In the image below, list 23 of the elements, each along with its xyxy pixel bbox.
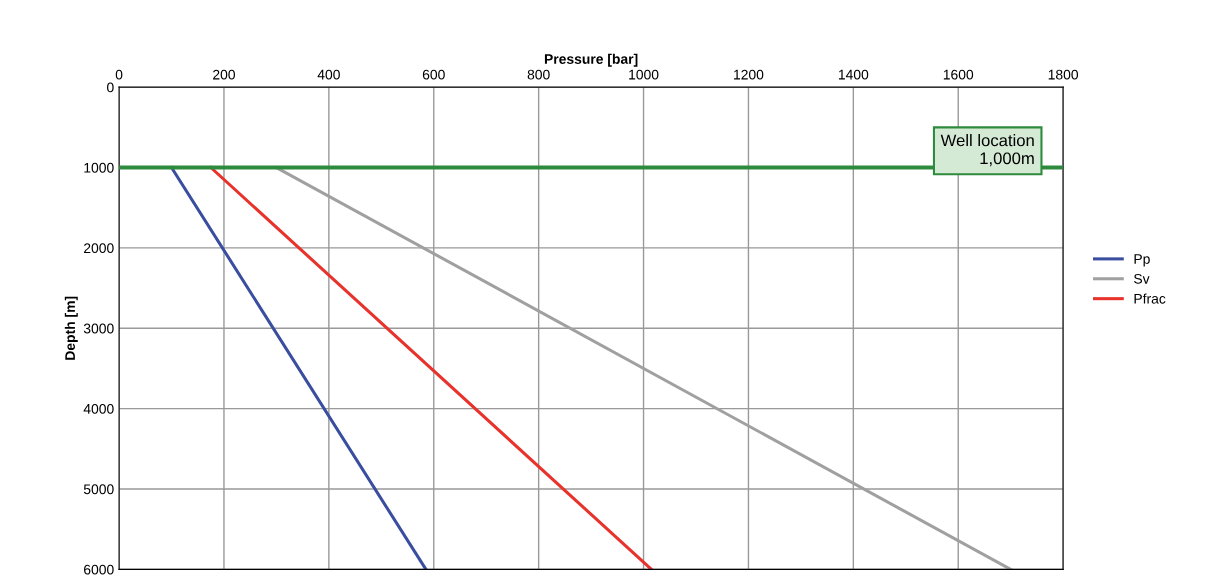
y-tick-label: 2000 bbox=[84, 243, 114, 254]
x-tick-label: 600 bbox=[422, 69, 445, 80]
x-tick-label: 1200 bbox=[734, 69, 764, 80]
legend-label: Pp bbox=[1134, 254, 1150, 267]
x-tick-label: 1400 bbox=[838, 69, 869, 80]
y-tick-label: 0 bbox=[107, 82, 114, 93]
y-axis-title: Depth [m] bbox=[64, 296, 78, 360]
ref-line-label: Well location 1,000m bbox=[940, 134, 1034, 167]
x-tick-label: 1000 bbox=[629, 69, 659, 80]
x-axis-title: Pressure [bar] bbox=[544, 53, 638, 67]
x-tick-label: 400 bbox=[317, 69, 340, 80]
y-tick-label: 4000 bbox=[83, 403, 114, 414]
x-tick-label: 800 bbox=[527, 69, 550, 80]
y-tick-label: 3000 bbox=[83, 323, 114, 334]
x-tick-label: 200 bbox=[213, 69, 236, 80]
legend-label: Sv bbox=[1134, 273, 1150, 284]
y-tick-label: 6000 bbox=[84, 564, 114, 575]
legend-label: Pfrac bbox=[1134, 293, 1166, 304]
x-tick-label: 1600 bbox=[943, 69, 974, 80]
x-tick-label: 1800 bbox=[1048, 69, 1079, 80]
y-tick-label: 5000 bbox=[83, 484, 114, 495]
x-tick-label: 0 bbox=[115, 69, 123, 80]
y-tick-label: 1000 bbox=[84, 162, 114, 173]
